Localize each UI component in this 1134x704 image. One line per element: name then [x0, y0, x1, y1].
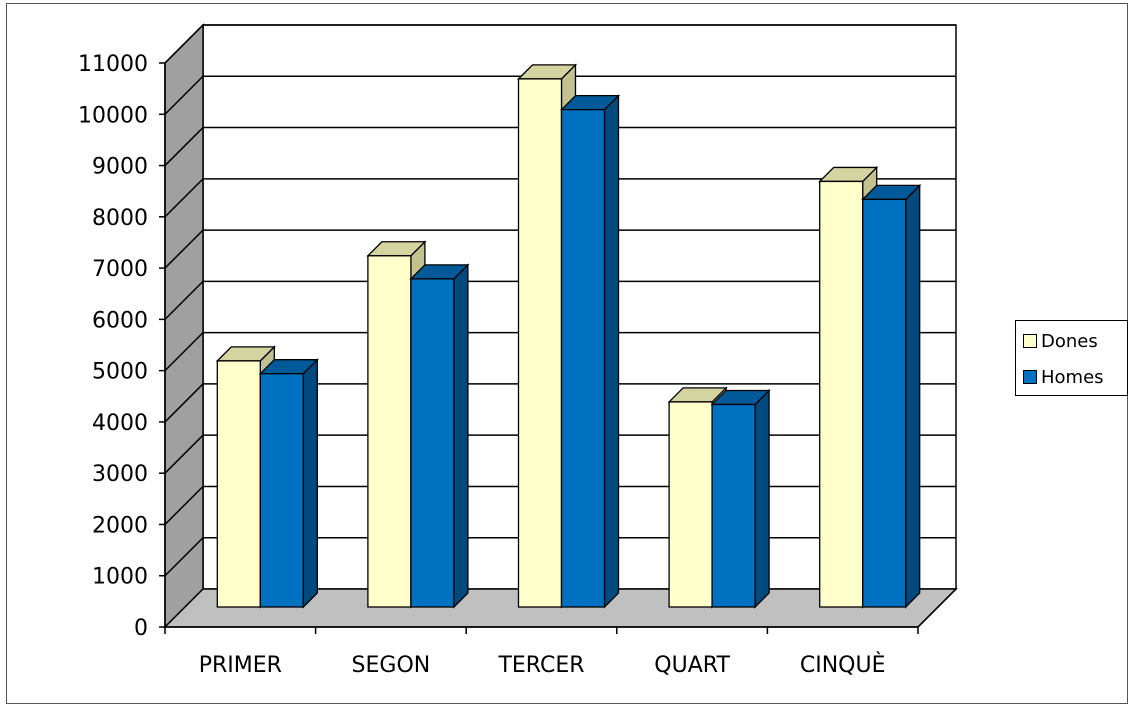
bar-side-homes-primer — [302, 358, 318, 609]
bar-homes-segon — [410, 278, 455, 608]
legend-swatch-homes — [1023, 370, 1037, 384]
y-tick-label: 10000 — [78, 103, 148, 128]
y-tick-label: 9000 — [92, 155, 148, 180]
bar-dones-cinquè — [819, 180, 864, 608]
gridline — [164, 383, 956, 423]
side-wall — [164, 23, 204, 629]
legend-item-homes: Homes — [1023, 366, 1104, 388]
gridline — [164, 24, 956, 64]
y-tick-label: 5000 — [92, 360, 148, 385]
bar-side-homes-tercer — [603, 94, 620, 609]
bar-dones-quart — [668, 401, 713, 608]
y-tick-label: 0 — [134, 616, 148, 641]
bar-dones-segon — [367, 255, 412, 608]
legend-item-dones: Dones — [1023, 330, 1098, 352]
bar-side-homes-segon — [453, 263, 469, 609]
gridline — [164, 126, 956, 167]
bar-homes-quart — [711, 403, 756, 608]
y-tick-label: 8000 — [92, 206, 148, 231]
legend-label-dones: Dones — [1041, 330, 1098, 352]
y-tick-label: 2000 — [92, 513, 148, 538]
bar-side-homes-quart — [754, 388, 770, 609]
x-tick-label: TERCER — [497, 653, 584, 678]
legend: Dones Homes — [1015, 320, 1128, 396]
x-tick-label: CINQUÈ — [800, 652, 886, 678]
y-tick-label: 7000 — [92, 257, 148, 282]
bar-dones-tercer — [517, 78, 563, 608]
x-tick-label: SEGON — [352, 653, 431, 678]
bar-homes-tercer — [560, 109, 606, 608]
y-tick-label: 1000 — [92, 565, 148, 590]
y-tick-label: 11000 — [78, 52, 148, 77]
bar-homes-primer — [259, 373, 304, 608]
y-tick-label: 6000 — [92, 308, 148, 333]
floor-right-edge — [917, 588, 957, 628]
x-tick-label: PRIMER — [199, 653, 282, 678]
gridline — [164, 280, 956, 320]
bar-homes-cinquè — [862, 198, 907, 608]
bar-dones-primer — [216, 360, 261, 608]
y-tick-label: 3000 — [92, 462, 148, 487]
gridline — [164, 229, 956, 269]
bar-side-homes-cinquè — [905, 183, 921, 609]
gridline — [164, 331, 956, 372]
y-tick-label: 4000 — [92, 411, 148, 436]
x-tick-label: QUART — [654, 653, 730, 678]
gridline — [164, 178, 956, 218]
legend-swatch-dones — [1023, 334, 1037, 348]
gridline — [164, 75, 956, 115]
legend-label-homes: Homes — [1041, 366, 1104, 388]
